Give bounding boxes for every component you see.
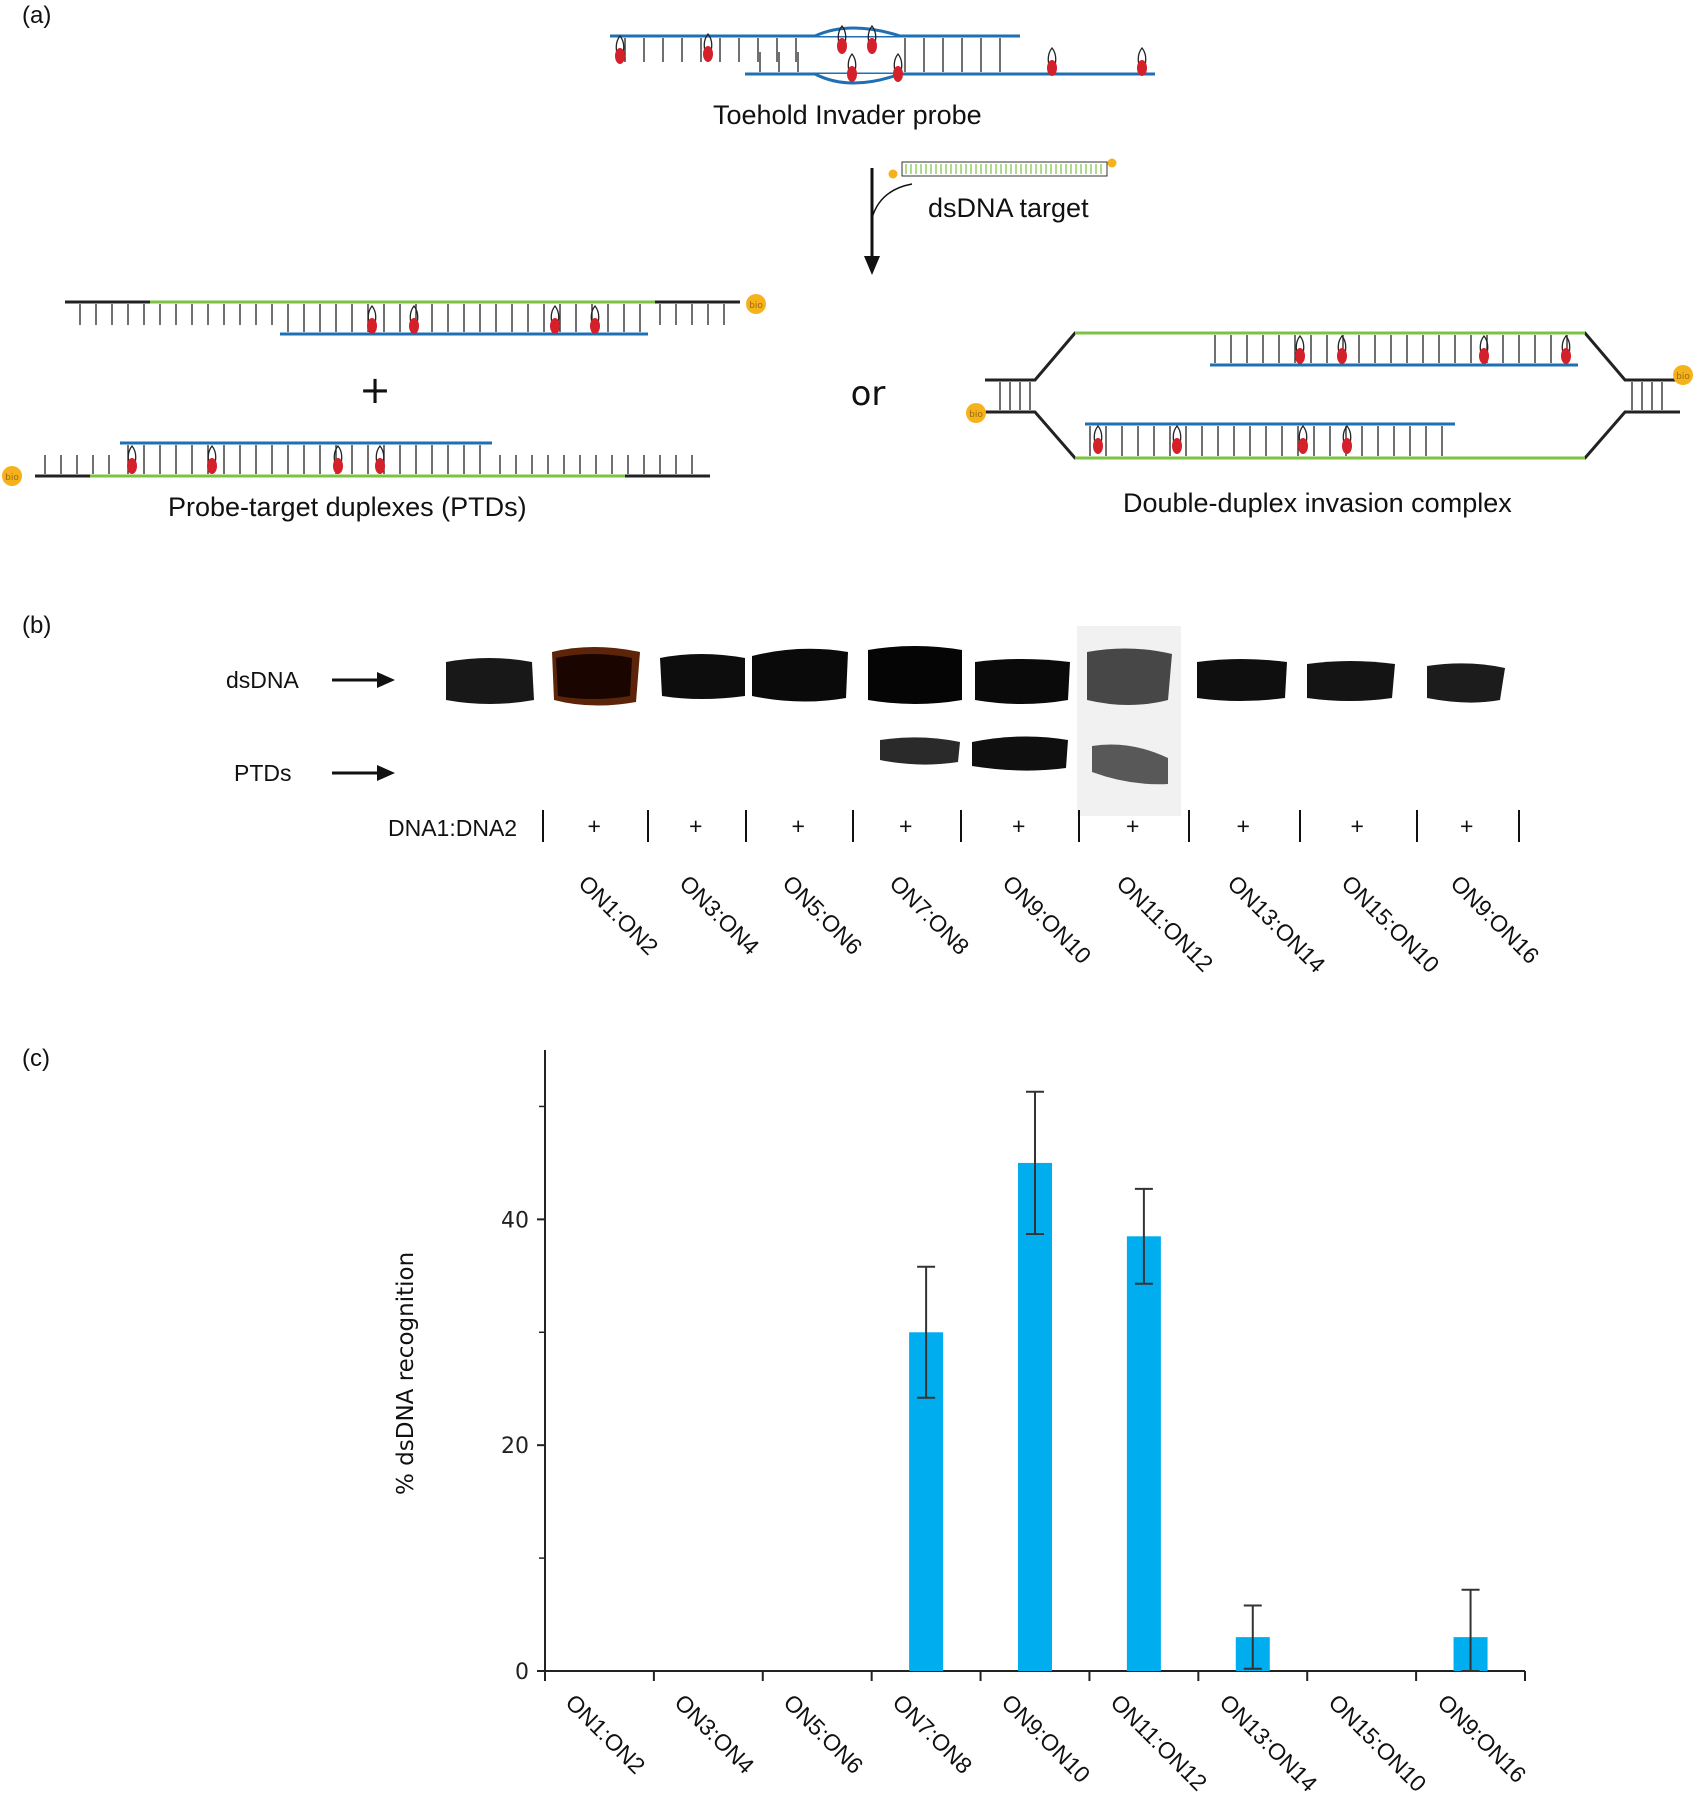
error-bar [1026, 1090, 1044, 1236]
error-bar [1461, 1588, 1480, 1672]
lane-sign: + [689, 813, 703, 839]
complex-label: Double-duplex invasion complex [1123, 488, 1512, 518]
invasion-complex-diagram: bio bio [966, 331, 1693, 460]
biotin-label: bio [5, 473, 19, 483]
lane-sign: + [587, 813, 601, 839]
row-label: DNA1:DNA2 [388, 815, 518, 841]
lane-sign: + [1126, 813, 1140, 839]
panel-label-c: (c) [22, 1045, 50, 1072]
error-bar [1243, 1604, 1262, 1670]
error-bar [917, 1265, 936, 1399]
biotin-label: bio [749, 301, 763, 311]
or-label: or [851, 374, 886, 414]
bar [1126, 1236, 1161, 1671]
svg-text:+: + [359, 368, 391, 412]
ptds-arrow [332, 765, 395, 781]
biotin-label: bio [969, 410, 983, 420]
ptd-top-diagram: bio [65, 294, 766, 336]
lane-sign: + [899, 813, 913, 839]
ptds-band-label: PTDs [234, 760, 292, 786]
target-label: dsDNA target [928, 193, 1089, 223]
lane-separators [542, 810, 1520, 842]
dsdna-band-label: dsDNA [226, 667, 299, 693]
ptd-bands [880, 736, 1168, 785]
y-tick-label: 0 [515, 1660, 529, 1685]
plus-sign: + [359, 368, 391, 412]
y-tick-label: 40 [501, 1208, 529, 1233]
probe-diagram [610, 25, 1155, 85]
error-bar [1134, 1187, 1153, 1285]
schematic-diagram: bio + bio or bio [2, 25, 1693, 486]
biotin-label: bio [1676, 372, 1690, 382]
bar-chart: 0 20 40 [501, 1050, 1526, 1685]
panel-label-a: (a) [22, 2, 52, 29]
probe-label: Toehold Invader probe [713, 100, 982, 130]
lane-sign: + [1350, 813, 1364, 839]
dsdna-arrow [332, 672, 395, 688]
ptd-label: Probe-target duplexes (PTDs) [168, 492, 527, 522]
gel-image [332, 626, 1520, 842]
lane-sign: + [791, 813, 805, 839]
reaction-arrow [864, 158, 1117, 275]
svg-text:or: or [851, 374, 886, 414]
y-axis-label: % dsDNA recognition [393, 1251, 419, 1495]
ptd-bottom-diagram: bio [2, 441, 710, 486]
y-tick-label: 20 [501, 1434, 529, 1459]
dsdna-bands [446, 646, 1505, 706]
lane-sign: + [1460, 813, 1474, 839]
lane-sign: + [1236, 813, 1250, 839]
lane-sign: + [1012, 813, 1026, 839]
bar [1018, 1162, 1052, 1671]
panel-label-b: (b) [22, 612, 52, 639]
